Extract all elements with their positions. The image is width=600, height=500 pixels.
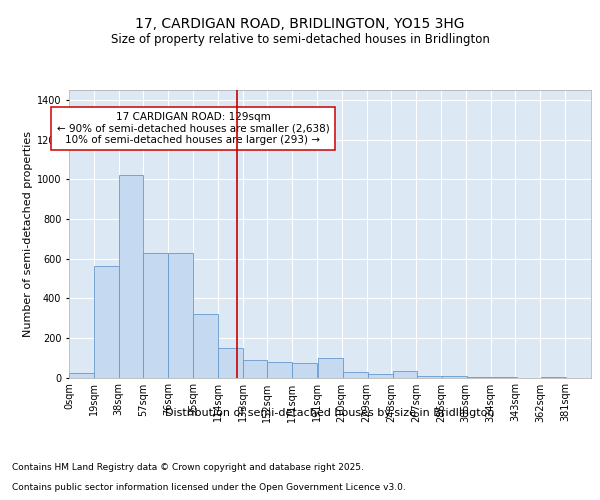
Text: 17 CARDIGAN ROAD: 129sqm
← 90% of semi-detached houses are smaller (2,638)
10% o: 17 CARDIGAN ROAD: 129sqm ← 90% of semi-d… xyxy=(56,112,329,145)
Bar xyxy=(467,376,492,378)
Text: Contains HM Land Registry data © Crown copyright and database right 2025.: Contains HM Land Registry data © Crown c… xyxy=(12,464,364,472)
Text: Distribution of semi-detached houses by size in Bridlington: Distribution of semi-detached houses by … xyxy=(165,408,495,418)
Bar xyxy=(268,362,292,378)
Text: 17, CARDIGAN ROAD, BRIDLINGTON, YO15 3HG: 17, CARDIGAN ROAD, BRIDLINGTON, YO15 3HG xyxy=(135,18,465,32)
Bar xyxy=(541,377,566,378)
Bar xyxy=(343,372,368,378)
Text: Contains public sector information licensed under the Open Government Licence v3: Contains public sector information licen… xyxy=(12,484,406,492)
Bar xyxy=(318,358,343,378)
Bar xyxy=(193,314,218,378)
Bar xyxy=(292,362,317,378)
Bar xyxy=(368,374,392,378)
Bar xyxy=(242,360,268,378)
Bar xyxy=(218,348,242,378)
Bar xyxy=(392,370,418,378)
Bar xyxy=(418,376,442,378)
Y-axis label: Number of semi-detached properties: Number of semi-detached properties xyxy=(23,130,32,337)
Bar xyxy=(69,372,94,378)
Bar xyxy=(442,376,467,378)
Bar xyxy=(168,252,193,378)
Text: Size of property relative to semi-detached houses in Bridlington: Size of property relative to semi-detach… xyxy=(110,32,490,46)
Bar xyxy=(94,266,119,378)
Bar xyxy=(119,176,143,378)
Bar xyxy=(143,252,168,378)
Bar xyxy=(492,376,517,378)
